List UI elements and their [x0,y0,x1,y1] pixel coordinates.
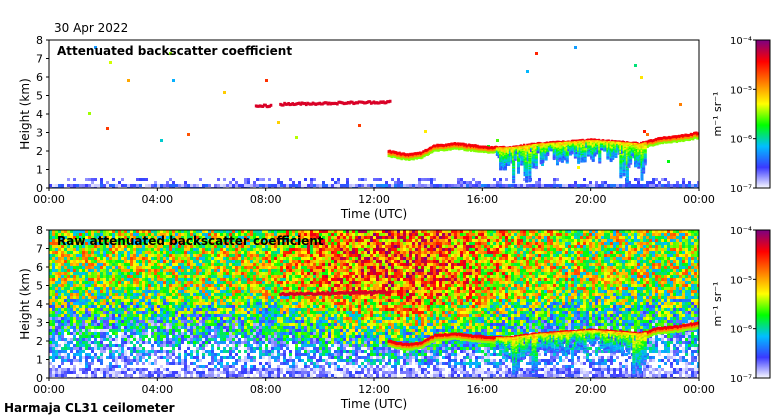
y-tick-label: 5 [36,280,43,293]
heatmap-panel-1: Attenuated backscatter coefficient 0 1 2 3 4 5… [18,34,771,221]
cloud-layer [279,99,392,107]
colorbar-label: m⁻¹ sr⁻¹ [711,92,724,137]
x-tick-label: 20:00 [575,193,607,206]
colorbar-tick-label: 10⁻⁵ [730,275,752,286]
y-tick-label: 7 [36,53,43,66]
y-tick-label: 6 [36,71,43,84]
heatmap-panel-2: Raw attenuated backscatter coefficient 0 1… [18,224,771,411]
colorbar-frame [755,229,771,379]
y-tick-label: 4 [36,298,43,311]
y-tick-label: 1 [36,164,43,177]
x-tick-label: 08:00 [250,383,282,396]
colorbar-tick-label: 10⁻⁴ [730,36,752,47]
colorbar: 10⁻⁴ 10⁻⁵ 10⁻⁶ 10⁻⁷ m⁻¹ sr⁻¹ [711,36,771,195]
panel-title: Attenuated backscatter coefficient [57,44,292,58]
x-tick-label: 00:00 [33,193,65,206]
x-tick-label: 04:00 [141,383,173,396]
colorbar-tick-label: 10⁻⁷ [730,374,752,385]
plot-area [49,40,699,188]
colorbar-tick-label: 10⁻⁶ [730,325,752,336]
y-tick-label: 8 [36,224,43,237]
precipitation [495,139,647,185]
colorbar-tick-label: 10⁻⁴ [730,226,752,237]
x-tick-label: 20:00 [575,383,607,396]
x-tick-label: 12:00 [358,383,390,396]
cloud-layer [279,289,392,297]
cloud-layer [254,103,273,109]
x-tick-label: 16:00 [466,383,498,396]
y-tick-label: 2 [36,145,43,158]
y-axis-label: Height (km) [18,78,32,149]
colorbar-label: m⁻¹ sr⁻¹ [711,282,724,327]
colorbar: 10⁻⁴ 10⁻⁵ 10⁻⁶ 10⁻⁷ m⁻¹ sr⁻¹ [711,226,771,385]
backscatter-field [49,230,699,378]
colorbar-tick-label: 10⁻⁶ [730,135,752,146]
x-tick-label: 00:00 [683,193,715,206]
y-tick-label: 3 [36,317,43,330]
colorbar-tick-label: 10⁻⁷ [730,184,752,195]
y-tick-label: 4 [36,108,43,121]
colorbar-frame [755,39,771,189]
x-tick-label: 16:00 [466,193,498,206]
x-axis-label: Time (UTC) [340,207,407,221]
y-tick-label: 3 [36,127,43,140]
x-axis-label: Time (UTC) [340,397,407,411]
colorbar-tick-label: 10⁻⁵ [730,85,752,96]
panel-title: Raw attenuated backscatter coefficient [57,234,324,248]
y-tick-label: 1 [36,354,43,367]
y-tick-label: 0 [36,372,43,385]
site-label: Harmaja CL31 ceilometer [4,401,175,415]
y-tick-label: 5 [36,90,43,103]
x-tick-label: 12:00 [358,193,390,206]
precipitation [495,329,647,378]
date-label: 30 Apr 2022 [54,21,129,35]
y-tick-label: 7 [36,243,43,256]
x-tick-label: 00:00 [683,383,715,396]
x-tick-label: 04:00 [141,193,173,206]
y-tick-label: 6 [36,261,43,274]
y-tick-label: 0 [36,182,43,195]
x-tick-label: 08:00 [250,193,282,206]
y-tick-label: 2 [36,335,43,348]
x-tick-label: 00:00 [33,383,65,396]
y-tick-label: 8 [36,34,43,47]
y-axis-label: Height (km) [18,268,32,339]
